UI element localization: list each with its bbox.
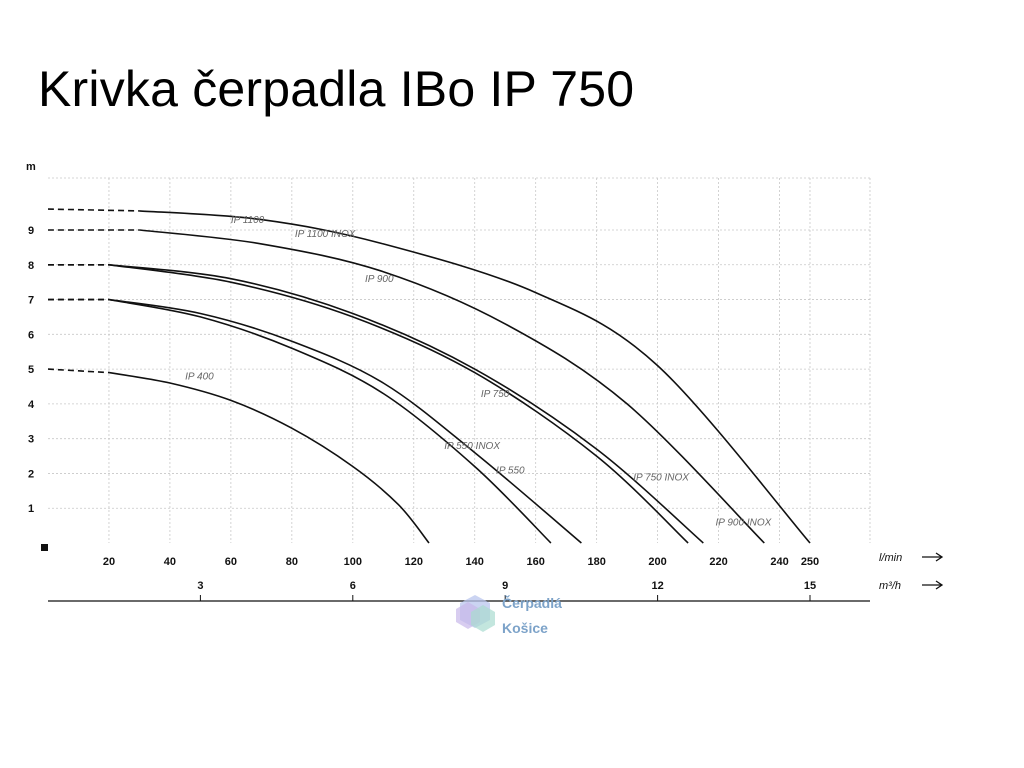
watermark-line-1: Čerpadlá [502, 594, 562, 611]
watermark-logo: Čerpadlá Košice [456, 594, 562, 636]
y-axis-label: m [26, 161, 36, 173]
y-tick-label: 9 [28, 225, 34, 237]
x-tick-label: 220 [709, 556, 727, 568]
curve-ip-900 [139, 229, 765, 544]
x-tick-label: 80 [286, 556, 298, 568]
pump-curves [47, 208, 811, 544]
y-tick-label: 1 [28, 503, 34, 515]
origin-marker [41, 544, 48, 551]
x-tick-label: 240 [770, 556, 788, 568]
curve-label-ip-550-inox: IP 550 INOX [444, 441, 500, 452]
curve-ip-550-inox [108, 298, 552, 544]
curve-ip-550 [108, 298, 582, 544]
curve-label-ip-900: IP 900 [365, 274, 394, 285]
x-tick-label: 120 [405, 556, 423, 568]
x-unit-arrow [922, 552, 944, 562]
curve-ip-400-dashed [47, 368, 110, 374]
x-tick-label: 200 [648, 556, 666, 568]
y-tick-label: 6 [28, 329, 34, 341]
y-tick-label: 5 [28, 364, 34, 376]
x2-tick-label: 3 [197, 580, 203, 592]
curve-label-ip-1100: IP 1100 [231, 215, 265, 226]
x2-tick-label: 12 [651, 580, 663, 592]
x-tick-label: 140 [466, 556, 484, 568]
y-tick-label: 8 [28, 260, 34, 272]
x2-tick-label: 9 [502, 580, 508, 592]
x-tick-label: 160 [527, 556, 545, 568]
curve-label-ip-1100-inox: IP 1100 INOX [295, 229, 356, 240]
y-tick-label: 3 [28, 434, 34, 446]
watermark-line-2: Košice [502, 620, 548, 636]
chart-grid [48, 177, 871, 543]
curve-ip-750-inox [108, 264, 704, 544]
y-tick-label: 4 [28, 399, 35, 411]
x-axis-unit: l/min [879, 552, 902, 564]
curve-ip-400 [108, 371, 430, 544]
curve-label-ip-550: IP 550 [496, 465, 525, 476]
x-tick-label: 60 [225, 556, 237, 568]
curve-label-ip-400: IP 400 [185, 372, 214, 383]
x2-unit-arrow [922, 580, 944, 590]
curve-label-ip-750: IP 750 [481, 389, 510, 400]
x-tick-label: 180 [587, 556, 605, 568]
curve-ip-750 [108, 264, 689, 544]
x2-axis-unit: m³/h [879, 580, 901, 592]
curve-ip-1100-dashed [47, 208, 140, 212]
curve-label-ip-750-inox: IP 750 INOX [633, 472, 689, 483]
curve-ip-1100 [139, 210, 811, 544]
curve-label-ip-900-inox: IP 900 INOX [716, 518, 772, 529]
x-tick-label: 250 [801, 556, 819, 568]
x-tick-label: 100 [344, 556, 362, 568]
x-tick-label: 20 [103, 556, 115, 568]
y-tick-label: 7 [28, 295, 34, 307]
x2-tick-label: 6 [350, 580, 356, 592]
y-tick-label: 2 [28, 468, 34, 480]
x2-tick-label: 15 [804, 580, 816, 592]
slide-title: Krivka čerpadla IBo IP 750 [38, 61, 635, 117]
x-tick-label: 40 [164, 556, 176, 568]
curve-labels: IP 400 IP 550 INOX IP 550 IP 750 IP 750 INOX… [185, 215, 771, 529]
